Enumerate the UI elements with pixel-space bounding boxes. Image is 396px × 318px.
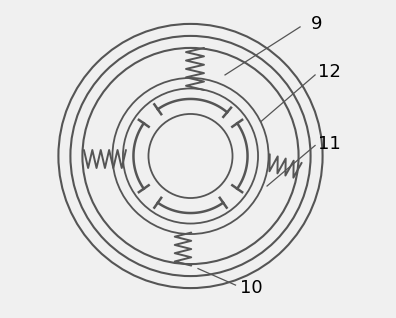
Text: 9: 9 <box>310 15 322 33</box>
Text: 10: 10 <box>240 279 263 297</box>
Text: 12: 12 <box>318 63 341 81</box>
Text: 11: 11 <box>318 135 341 153</box>
